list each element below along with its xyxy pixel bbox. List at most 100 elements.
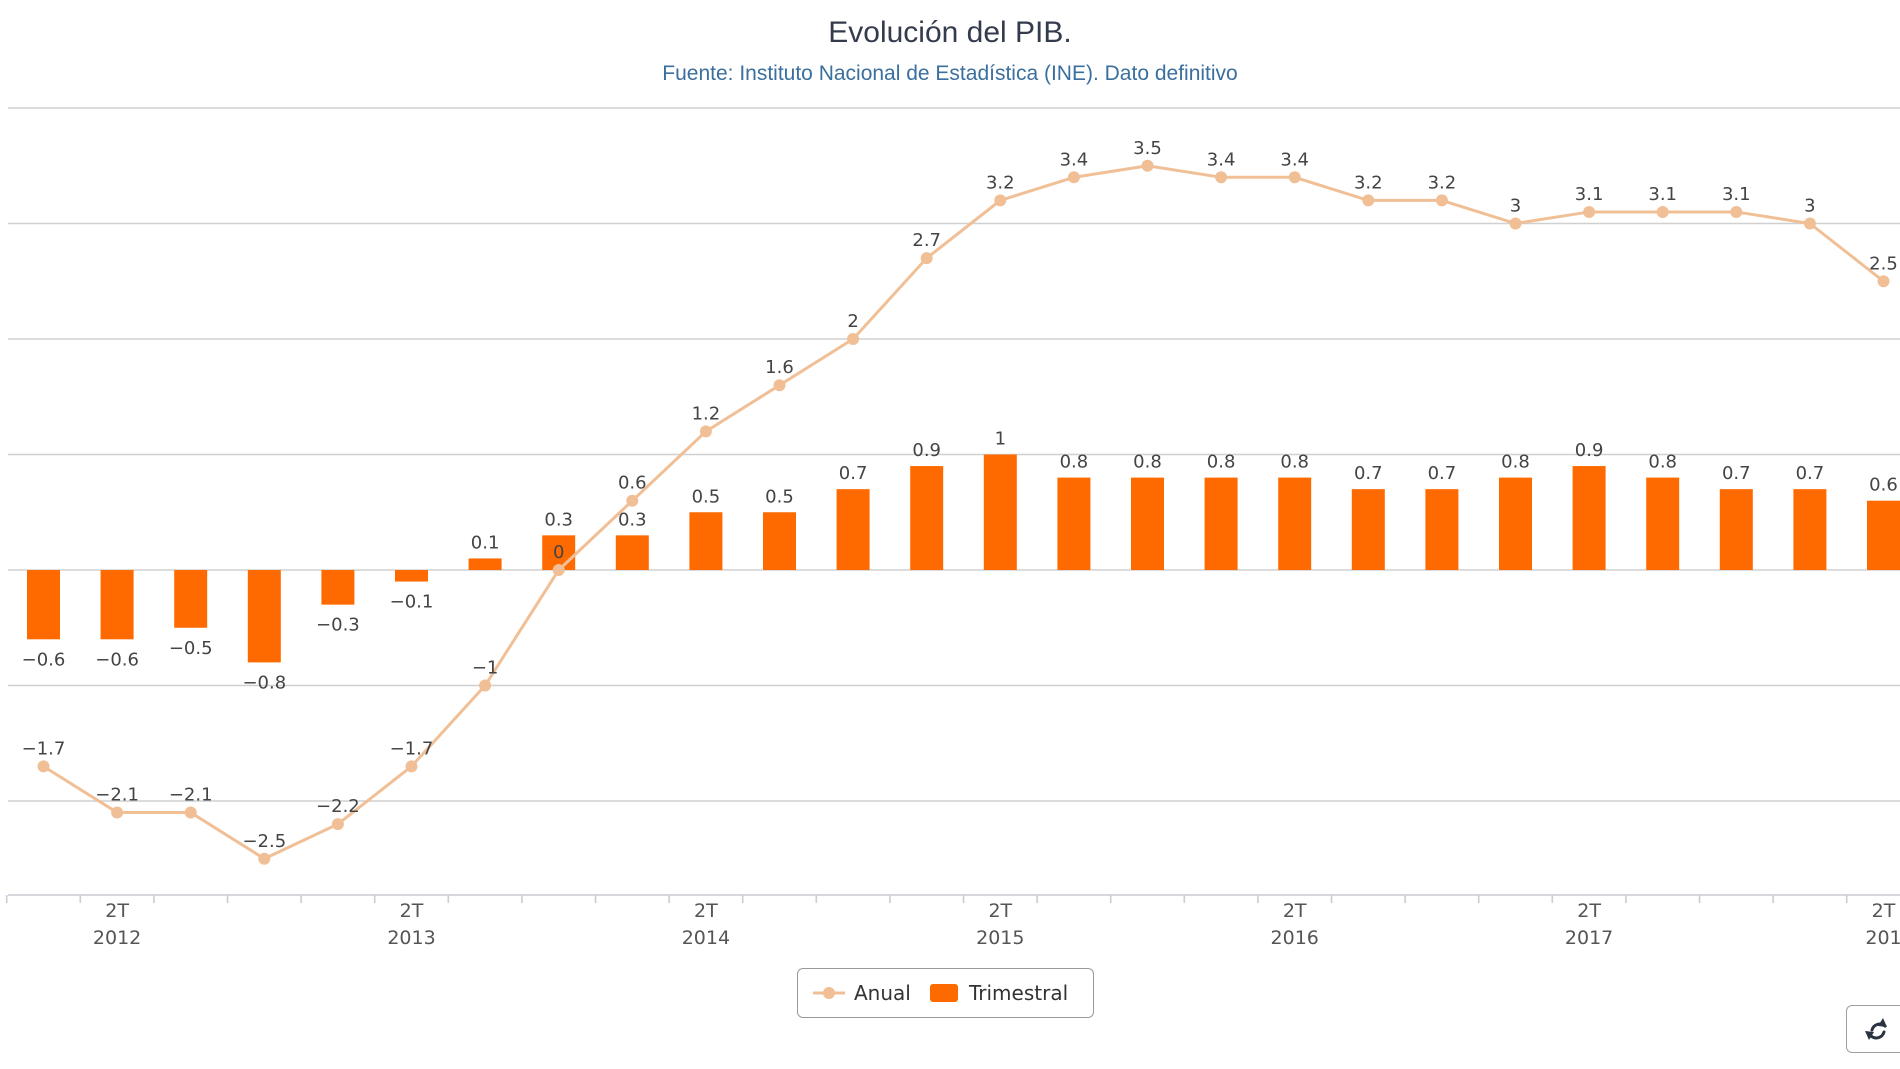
x-tick-label-year: 2013 <box>387 927 435 949</box>
line-point-anual[interactable] <box>1362 194 1375 207</box>
bar-data-label: 0.8 <box>1207 452 1236 473</box>
bar-trimestral[interactable] <box>1131 477 1164 570</box>
bar-trimestral[interactable] <box>1204 477 1238 570</box>
bar-data-label: 0.7 <box>1722 463 1751 484</box>
bar-trimestral[interactable] <box>836 489 870 570</box>
bar-data-label: 0.5 <box>692 486 721 507</box>
line-point-anual[interactable] <box>111 806 124 819</box>
bar-trimestral[interactable] <box>1646 477 1680 570</box>
line-data-label: −1 <box>472 658 499 679</box>
legend-item-trimestral[interactable]: Trimestral <box>929 969 1068 1017</box>
line-data-label: 3.1 <box>1648 184 1677 205</box>
line-point-anual[interactable] <box>1656 205 1669 218</box>
line-point-anual[interactable] <box>920 252 933 265</box>
line-anual <box>42 164 1885 861</box>
bar-trimestral[interactable] <box>1499 477 1532 570</box>
bar-trimestral[interactable] <box>763 512 796 570</box>
line-data-label: 3 <box>1510 196 1521 217</box>
line-point-anual[interactable] <box>699 425 712 438</box>
bar-trimestral[interactable] <box>100 570 134 640</box>
bar-data-label: 0.3 <box>618 509 647 530</box>
bar-data-label: −0.5 <box>169 638 213 659</box>
line-point-anual[interactable] <box>1215 171 1228 184</box>
bar-trimestral[interactable] <box>395 570 428 582</box>
bar-trimestral[interactable] <box>321 570 355 605</box>
line-data-label: 3.4 <box>1060 149 1089 170</box>
bar-data-label: 0.3 <box>544 509 573 530</box>
bar-trimestral[interactable] <box>27 570 60 640</box>
bar-data-label: 0.5 <box>765 486 794 507</box>
bar-trimestral[interactable] <box>1351 489 1385 570</box>
bar-trimestral[interactable] <box>910 466 944 570</box>
bar-trimestral[interactable] <box>247 570 281 663</box>
x-tick-label-quarter: 2T <box>400 900 424 922</box>
x-tick-label-quarter: 2T <box>1577 900 1601 922</box>
bar-trimestral[interactable] <box>1057 477 1091 570</box>
x-tick-label-quarter: 2T <box>1283 900 1307 922</box>
line-point-anual[interactable] <box>1067 171 1080 184</box>
bar-trimestral[interactable] <box>1793 489 1827 570</box>
line-data-label: 3.5 <box>1133 138 1162 159</box>
bar-data-label: 1 <box>995 429 1006 450</box>
line-point-anual[interactable] <box>1803 217 1816 230</box>
line-point-anual[interactable] <box>1509 217 1522 230</box>
legend-bar-swatch <box>930 984 958 1002</box>
bar-trimestral[interactable] <box>1867 500 1900 570</box>
reset-zoom-button[interactable] <box>1846 1005 1900 1053</box>
line-point-anual[interactable] <box>552 564 565 576</box>
bar-trimestral[interactable] <box>983 454 1017 571</box>
x-tick-label-quarter: 2T <box>105 900 129 922</box>
line-point-anual[interactable] <box>1435 194 1448 207</box>
bar-data-label: −0.6 <box>95 649 139 670</box>
bar-data-label: −0.1 <box>390 592 434 613</box>
bar-data-label: 0.9 <box>912 440 941 461</box>
bar-data-label: 0.8 <box>1133 452 1162 473</box>
line-data-label: −1.7 <box>390 738 434 759</box>
bar-data-label: 0.9 <box>1575 440 1604 461</box>
line-series-anual <box>37 159 1890 865</box>
line-data-label: 3.2 <box>986 172 1015 193</box>
data-labels: −0.6 −0.6 −0.5 −0.8 −0.3 −0.1 0.1 0.3 0.3 0.5 0.5 0… <box>22 138 1898 852</box>
line-point-anual[interactable] <box>1288 171 1301 184</box>
bar-trimestral[interactable] <box>1572 466 1606 570</box>
bar-data-label: 0.6 <box>1869 475 1898 496</box>
line-point-anual[interactable] <box>258 852 271 865</box>
line-point-anual[interactable] <box>773 379 786 392</box>
x-tick-label-quarter: 2T <box>1872 900 1896 922</box>
line-point-anual[interactable] <box>1730 205 1743 218</box>
line-point-anual[interactable] <box>184 806 197 819</box>
line-data-label: 3.4 <box>1280 149 1309 170</box>
line-data-label: 0 <box>553 542 564 563</box>
line-point-anual[interactable] <box>1877 275 1890 288</box>
line-point-anual[interactable] <box>405 760 418 773</box>
legend-item-anual[interactable]: Anual <box>812 969 911 1017</box>
line-data-label: −2.5 <box>242 831 286 852</box>
line-point-anual[interactable] <box>994 194 1007 207</box>
line-point-anual[interactable] <box>626 494 639 507</box>
line-point-anual[interactable] <box>847 333 860 345</box>
line-data-label: −2.2 <box>316 796 360 817</box>
bar-trimestral[interactable] <box>174 570 208 628</box>
line-data-label: −1.7 <box>22 738 66 759</box>
bar-data-label: −0.3 <box>316 615 360 636</box>
bar-trimestral[interactable] <box>1278 477 1312 570</box>
line-data-label: 1.6 <box>765 357 794 378</box>
line-point-anual[interactable] <box>1141 159 1154 172</box>
legend-line-swatch <box>813 987 845 999</box>
bar-trimestral[interactable] <box>468 558 502 570</box>
line-point-anual[interactable] <box>1583 205 1596 218</box>
bar-trimestral[interactable] <box>615 535 649 570</box>
line-point-anual[interactable] <box>479 679 492 692</box>
line-point-anual[interactable] <box>37 760 50 773</box>
bar-trimestral[interactable] <box>1719 489 1753 570</box>
chart-subtitle: Fuente: Instituto Nacional de Estadístic… <box>662 62 1238 85</box>
line-data-label: 3.1 <box>1722 184 1751 205</box>
bar-trimestral[interactable] <box>1425 489 1459 570</box>
bar-data-label: 0.7 <box>1428 463 1457 484</box>
line-point-anual[interactable] <box>331 818 344 831</box>
line-data-label: −2.1 <box>169 785 213 806</box>
bar-trimestral[interactable] <box>689 512 723 570</box>
line-data-label: 3.1 <box>1575 184 1604 205</box>
bar-data-label: 0.7 <box>1796 463 1825 484</box>
x-tick-label-quarter: 2T <box>988 900 1012 922</box>
